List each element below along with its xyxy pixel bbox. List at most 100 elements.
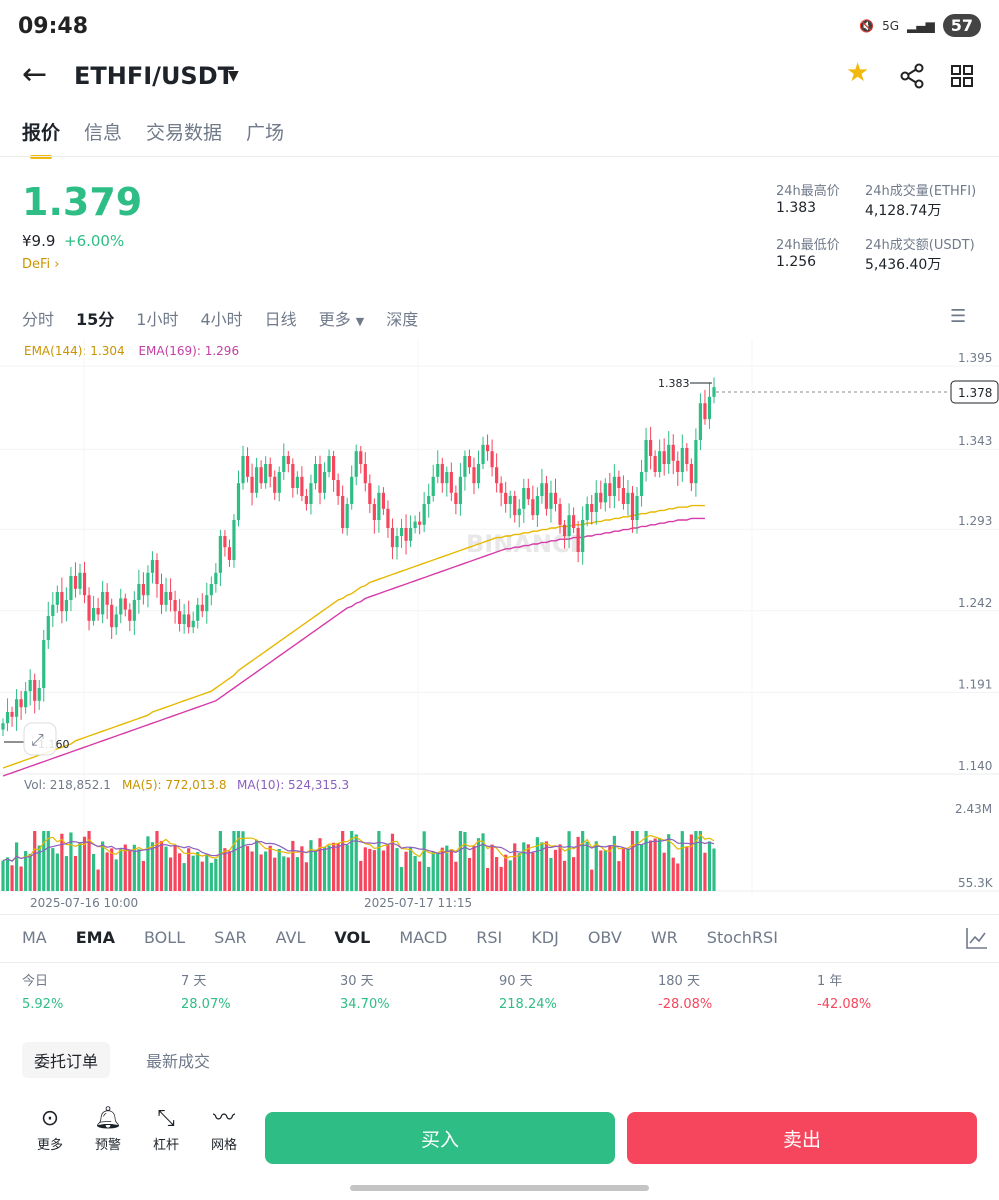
volume-bar: [318, 838, 322, 891]
candle-body: [703, 403, 707, 420]
candle-body: [386, 508, 390, 528]
ind-sar[interactable]: SAR: [214, 928, 247, 947]
volume-bar: [612, 835, 616, 891]
interval-more-label: 更多: [318, 310, 351, 329]
tab-trading-data[interactable]: 交易数据: [146, 122, 223, 144]
tab-latest-trades[interactable]: 最新成交: [146, 1052, 211, 1071]
volume-bar: [304, 862, 309, 891]
tab-open-orders[interactable]: 委托订单: [22, 1042, 111, 1078]
candle-body: [562, 524, 567, 536]
candle-body: [445, 472, 449, 484]
volume-bar: [495, 857, 499, 891]
ind-macd[interactable]: MACD: [399, 928, 448, 947]
candle-body: [581, 520, 585, 552]
candle-body: [644, 440, 648, 472]
volume-bar: [178, 853, 182, 891]
grid-button[interactable]: 〰 网格: [200, 1104, 248, 1153]
volume-bar: [309, 840, 313, 891]
interval-4h[interactable]: 4小时: [200, 310, 243, 329]
indicator-divider: [0, 914, 999, 915]
candle-body: [227, 547, 232, 560]
candle-body: [549, 492, 553, 509]
tab-info[interactable]: 信息: [84, 122, 123, 144]
candle-body: [363, 464, 367, 484]
indicator-tabs: MA EMA BOLL SAR AVL VOL MACD RSI KDJ OBV…: [22, 928, 807, 947]
perf-today: 今日 5.92%: [22, 970, 63, 1012]
ind-ma[interactable]: MA: [22, 928, 47, 947]
interval-depth[interactable]: 深度: [386, 310, 419, 329]
candle-body: [395, 536, 399, 548]
leverage-icon: ⤡: [157, 1106, 175, 1131]
share-icon[interactable]: [898, 62, 926, 90]
ind-stochrsi[interactable]: StochRSI: [706, 928, 778, 947]
volume-bar: [146, 836, 150, 891]
ind-avl[interactable]: AVL: [275, 928, 306, 947]
indicator-settings-icon[interactable]: [965, 926, 989, 950]
volume-bar: [436, 852, 440, 891]
candle-body: [141, 584, 145, 596]
ind-boll[interactable]: BOLL: [143, 928, 186, 947]
ind-rsi[interactable]: RSI: [476, 928, 503, 947]
pair-dropdown-icon[interactable]: ▼: [228, 68, 239, 84]
volume-bar: [540, 842, 544, 891]
grid-menu-icon[interactable]: [950, 64, 974, 88]
volume-bar: [259, 854, 263, 891]
tab-quote[interactable]: 报价: [22, 118, 60, 159]
category-tag[interactable]: DeFi ›: [22, 257, 60, 272]
x-tick-1: 2025-07-16 10:00: [30, 896, 138, 910]
battery-level: 57: [942, 14, 981, 37]
order-tabs: 委托订单 最新成交: [22, 1042, 222, 1078]
leverage-button[interactable]: ⤡ 杠杆: [142, 1104, 190, 1153]
candle-body: [381, 492, 386, 509]
candle-body: [223, 536, 227, 548]
buy-button[interactable]: 买入: [265, 1112, 615, 1164]
ind-wr[interactable]: WR: [650, 928, 678, 947]
volume-bar: [422, 831, 426, 891]
y-tick-label: 1.140: [958, 759, 992, 773]
volume-bar: [331, 842, 336, 891]
perf-value: -28.08%: [658, 997, 713, 1012]
max-price-label: 1.383: [658, 377, 690, 390]
favorite-star-icon[interactable]: ★: [846, 58, 870, 88]
volume-bar: [599, 850, 603, 891]
candle-body: [51, 604, 55, 616]
volume-bar: [168, 857, 173, 891]
expand-chart-button: [23, 722, 57, 756]
alert-button[interactable]: 🔔︎ 预警: [84, 1104, 132, 1153]
more-button[interactable]: ⊙ 更多: [26, 1104, 74, 1153]
candle-body: [137, 584, 141, 600]
volume-bar: [522, 842, 526, 891]
volume-bar: [576, 836, 580, 891]
candle-body: [617, 476, 621, 488]
candle-body: [658, 451, 662, 472]
interval-1h[interactable]: 1小时: [136, 310, 179, 329]
volume-bar: [209, 862, 213, 891]
candle-body: [250, 476, 254, 493]
ind-obv[interactable]: OBV: [587, 928, 622, 947]
pair-title[interactable]: ETHFI/USDT: [74, 62, 235, 90]
perf-value: 5.92%: [22, 997, 64, 1012]
candle-body: [350, 476, 354, 504]
chart-settings-icon[interactable]: ☰: [950, 306, 967, 327]
sell-button[interactable]: 卖出: [627, 1112, 977, 1164]
volume-bar: [322, 846, 327, 891]
interval-1d[interactable]: 日线: [264, 310, 297, 329]
perf-90d: 90 天 218.24%: [499, 970, 557, 1012]
interval-more[interactable]: 更多 ▼: [319, 306, 365, 330]
more-dots-icon: ⊙: [40, 1106, 60, 1131]
volume-bar: [698, 831, 703, 891]
back-arrow-icon[interactable]: ←: [22, 57, 48, 92]
ind-kdj[interactable]: KDJ: [531, 928, 559, 947]
candle-body: [318, 464, 322, 493]
candle-body: [612, 476, 616, 496]
interval-15m[interactable]: 15分: [76, 310, 115, 329]
ind-vol[interactable]: VOL: [334, 928, 371, 947]
interval-timeline[interactable]: 分时: [22, 310, 55, 329]
tab-square[interactable]: 广场: [246, 122, 285, 144]
volume-bar: [372, 850, 376, 891]
volume-bar: [82, 836, 87, 891]
ind-ema[interactable]: EMA: [75, 928, 115, 947]
perf-label: 7 天: [181, 974, 207, 989]
candle-body: [508, 496, 512, 504]
